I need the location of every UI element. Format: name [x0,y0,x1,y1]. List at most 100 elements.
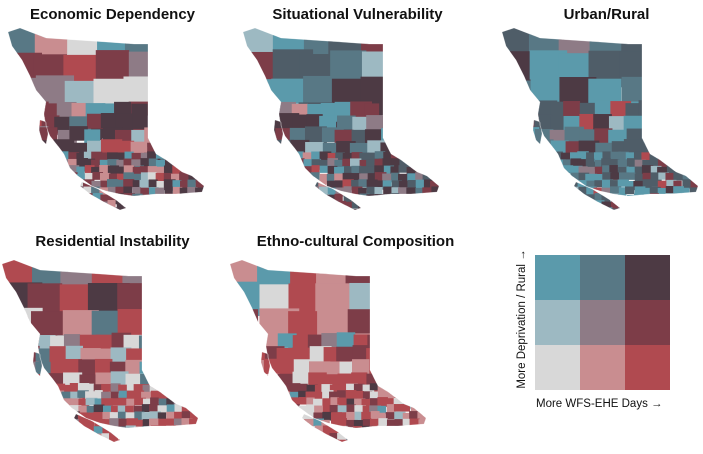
region [399,201,411,210]
region [427,441,437,451]
region [685,142,698,160]
region [94,390,103,399]
region [246,332,266,350]
region [147,101,165,120]
region [184,346,198,361]
region [617,179,629,187]
region [314,433,325,442]
region [125,359,143,377]
region [85,439,94,442]
region [439,208,449,219]
region [156,180,167,189]
region [174,411,186,423]
region [134,397,146,406]
region [70,391,79,403]
region [60,172,70,180]
region [382,115,404,131]
region [45,397,57,407]
region [68,186,79,198]
region [609,159,620,170]
region [374,165,386,176]
region [77,383,90,394]
region [25,139,47,156]
region [164,186,173,196]
region [270,186,282,194]
region [354,411,363,423]
region [142,398,152,408]
region [132,187,141,197]
region [415,207,426,210]
region [391,180,402,190]
region [141,412,151,423]
region [391,158,402,168]
region [60,208,70,210]
region-mosaic [2,260,221,442]
region [109,432,119,441]
region [192,113,204,132]
region [181,383,193,392]
region [406,166,416,176]
region [415,158,424,169]
panel-title: Economic Dependency [29,6,196,23]
region [109,412,119,421]
region [265,411,275,420]
region [375,207,386,210]
region [212,151,224,161]
region [190,439,198,442]
region [698,152,703,160]
region [158,426,167,436]
region [377,405,387,415]
region [78,418,91,428]
region [38,398,47,410]
region [207,433,216,442]
region [609,180,621,191]
region [413,334,426,352]
region [155,172,166,182]
region [430,180,439,191]
region [375,180,387,190]
region [421,28,439,58]
region [38,432,51,442]
region [406,200,418,210]
region [181,440,192,442]
region [626,180,637,191]
region [200,375,221,389]
region [434,412,445,421]
region [263,358,284,374]
region [102,411,114,420]
region [99,172,111,181]
region [76,158,89,168]
region [277,333,297,348]
region [423,200,434,209]
region [156,103,191,140]
region [150,439,163,442]
region [65,358,83,376]
region [147,166,157,177]
region [314,425,325,435]
region [156,50,195,80]
region [353,419,364,430]
region [258,383,270,393]
region [322,411,333,421]
region [431,208,439,210]
region [30,397,40,407]
region [286,201,297,209]
region [52,159,63,170]
region [649,186,661,196]
region [71,102,91,121]
region [327,200,340,210]
region [303,166,314,175]
region [374,158,383,170]
region [412,139,431,156]
province-outline [501,27,699,197]
region [351,201,361,209]
region [149,260,187,289]
region [649,207,662,210]
region [602,207,613,210]
region [179,193,191,202]
region [438,186,439,197]
region [125,412,135,421]
region [116,159,126,169]
region [152,285,188,318]
region [393,433,403,442]
